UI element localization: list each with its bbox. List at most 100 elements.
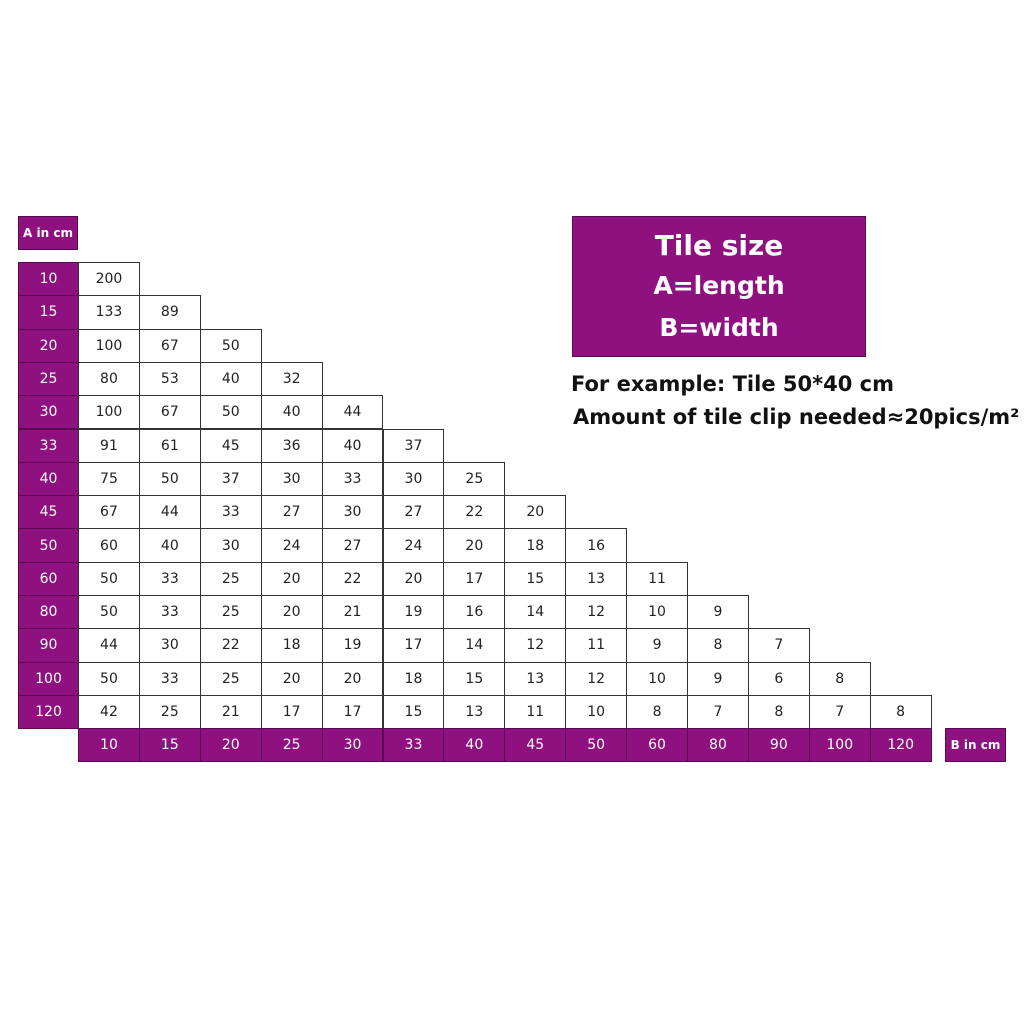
row-header-a: 10 xyxy=(18,262,79,297)
table-cell: 30 xyxy=(138,628,201,663)
table-cell: 15 xyxy=(443,661,506,696)
table-cell: 89 xyxy=(138,295,201,330)
table-cell: 18 xyxy=(504,528,567,563)
table-cell: 9 xyxy=(687,595,749,630)
table-cell: 50 xyxy=(199,328,262,363)
table-cell: 11 xyxy=(626,561,688,596)
table-cell: 33 xyxy=(321,461,384,497)
table-cell: 24 xyxy=(260,528,323,563)
table-cell: 25 xyxy=(199,561,262,596)
table-cell: 61 xyxy=(138,428,201,463)
table-cell: 8 xyxy=(869,694,932,730)
table-cell: 27 xyxy=(321,528,384,563)
table-cell: 53 xyxy=(138,361,201,397)
table-cell: 10 xyxy=(626,595,688,630)
table-cell: 20 xyxy=(504,495,567,530)
table-cell: 50 xyxy=(199,395,262,430)
table-cell: 8 xyxy=(687,628,749,663)
table-cell: 33 xyxy=(138,661,201,696)
table-cell: 75 xyxy=(78,461,140,497)
table-cell: 25 xyxy=(443,461,506,497)
table-cell: 15 xyxy=(504,561,567,596)
info-length: A=length xyxy=(653,271,785,300)
table-cell: 27 xyxy=(260,495,323,530)
table-cell: 17 xyxy=(382,628,445,663)
col-header-b: 25 xyxy=(260,728,323,763)
table-cell: 22 xyxy=(443,495,506,530)
row-header-a: 100 xyxy=(18,661,79,696)
info-title: Tile size xyxy=(654,229,784,262)
table-cell: 17 xyxy=(321,694,384,730)
table-cell: 16 xyxy=(565,528,628,563)
col-header-b: 20 xyxy=(199,728,262,763)
table-cell: 37 xyxy=(382,428,445,463)
table-cell: 14 xyxy=(443,628,506,663)
table-cell: 22 xyxy=(199,628,262,663)
row-header-a: 50 xyxy=(18,528,79,563)
table-cell: 200 xyxy=(78,262,140,297)
col-header-b: 33 xyxy=(382,728,445,763)
row-header-a: 90 xyxy=(18,628,79,663)
a-axis-label: A in cm xyxy=(18,216,78,250)
row-header-a: 30 xyxy=(18,395,79,430)
table-cell: 42 xyxy=(78,694,140,730)
table-cell: 19 xyxy=(321,628,384,663)
table-cell: 30 xyxy=(321,495,384,530)
table-cell: 10 xyxy=(565,694,628,730)
table-cell: 40 xyxy=(260,395,323,430)
table-cell: 12 xyxy=(504,628,567,663)
row-header-a: 20 xyxy=(18,328,79,363)
col-header-b: 60 xyxy=(626,728,688,763)
col-header-b: 80 xyxy=(687,728,749,763)
table-cell: 33 xyxy=(199,495,262,530)
table-cell: 8 xyxy=(747,694,810,730)
table-cell: 17 xyxy=(443,561,506,596)
table-cell: 36 xyxy=(260,428,323,463)
table-cell: 45 xyxy=(199,428,262,463)
table-cell: 25 xyxy=(138,694,201,730)
table-cell: 8 xyxy=(626,694,688,730)
table-cell: 12 xyxy=(565,661,628,696)
table-cell: 30 xyxy=(260,461,323,497)
col-header-b: 10 xyxy=(78,728,140,763)
example-text: For example: Tile 50*40 cm xyxy=(571,372,894,396)
table-cell: 13 xyxy=(565,561,628,596)
col-header-b: 90 xyxy=(747,728,810,763)
col-header-b: 50 xyxy=(565,728,628,763)
table-cell: 67 xyxy=(138,395,201,430)
row-header-a: 120 xyxy=(18,694,79,730)
table-cell: 67 xyxy=(138,328,201,363)
table-cell: 12 xyxy=(565,595,628,630)
table-cell: 44 xyxy=(321,395,384,430)
table-cell: 16 xyxy=(443,595,506,630)
table-cell: 18 xyxy=(260,628,323,663)
table-cell: 44 xyxy=(138,495,201,530)
table-cell: 11 xyxy=(504,694,567,730)
table-cell: 50 xyxy=(78,661,140,696)
info-width: B=width xyxy=(659,313,779,342)
col-header-b: 40 xyxy=(443,728,506,763)
col-header-b: 45 xyxy=(504,728,567,763)
table-cell: 14 xyxy=(504,595,567,630)
table-cell: 37 xyxy=(199,461,262,497)
table-cell: 9 xyxy=(626,628,688,663)
table-cell: 21 xyxy=(199,694,262,730)
table-cell: 100 xyxy=(78,328,140,363)
table-cell: 9 xyxy=(687,661,749,696)
table-cell: 80 xyxy=(78,361,140,397)
table-cell: 18 xyxy=(382,661,445,696)
table-cell: 33 xyxy=(138,595,201,630)
table-cell: 20 xyxy=(382,561,445,596)
table-cell: 20 xyxy=(260,561,323,596)
table-cell: 17 xyxy=(260,694,323,730)
row-header-a: 40 xyxy=(18,461,79,497)
table-cell: 13 xyxy=(443,694,506,730)
table-cell: 133 xyxy=(78,295,140,330)
table-cell: 6 xyxy=(747,661,810,696)
table-cell: 10 xyxy=(626,661,688,696)
col-header-b: 30 xyxy=(321,728,384,763)
table-cell: 19 xyxy=(382,595,445,630)
table-cell: 44 xyxy=(78,628,140,663)
row-header-a: 80 xyxy=(18,595,79,630)
table-cell: 24 xyxy=(382,528,445,563)
